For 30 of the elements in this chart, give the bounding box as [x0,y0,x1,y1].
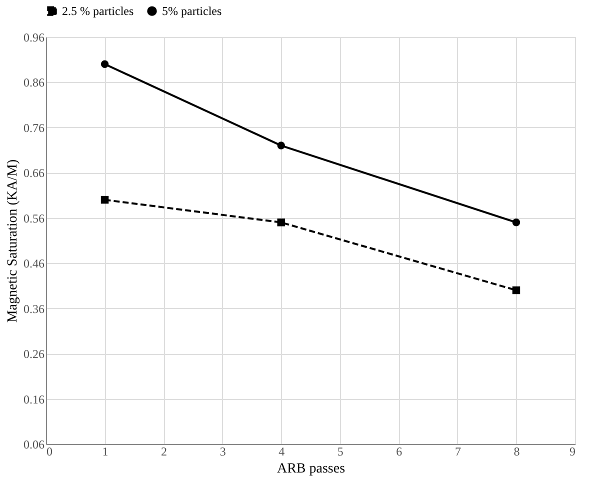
x-tick-label: 5 [337,444,344,458]
x-tick-label: 8 [514,444,520,458]
y-tick-label: 0.56 [24,211,44,226]
y-tick-label: 0.46 [24,256,44,271]
legend-label: 5% particles [162,4,222,18]
x-tick-label: 1 [102,444,108,458]
point [512,286,520,294]
x-tick-label: 3 [220,444,226,458]
y-tick-label: 0.26 [24,347,44,362]
point [277,218,285,226]
y-axis-title: Magnetic Saturation (KA/M) [6,159,20,323]
point [100,60,109,68]
x-axis-title: ARB passes [276,462,346,476]
y-tick-label: 0.66 [24,166,44,180]
x-tick-label: 9 [570,444,576,458]
y-tick-label: 0.76 [24,120,44,135]
point [277,142,285,150]
legend-label: 2.5 % particles [62,4,134,18]
point [100,196,109,204]
y-tick-label: 0.36 [24,302,44,316]
x-tick-label: 2 [161,444,168,458]
y-tick-label: 0.16 [24,392,44,406]
x-tick-label: 7 [454,444,461,458]
x-tick-label: 4 [278,444,285,458]
x-tick-label: 6 [396,444,402,458]
y-tick-label: 0.06 [24,438,44,452]
x-tick-label: 0 [46,444,52,458]
y-tick-label: 0.96 [24,30,44,44]
y-tick-label: 0.86 [24,76,44,90]
point [512,218,520,226]
